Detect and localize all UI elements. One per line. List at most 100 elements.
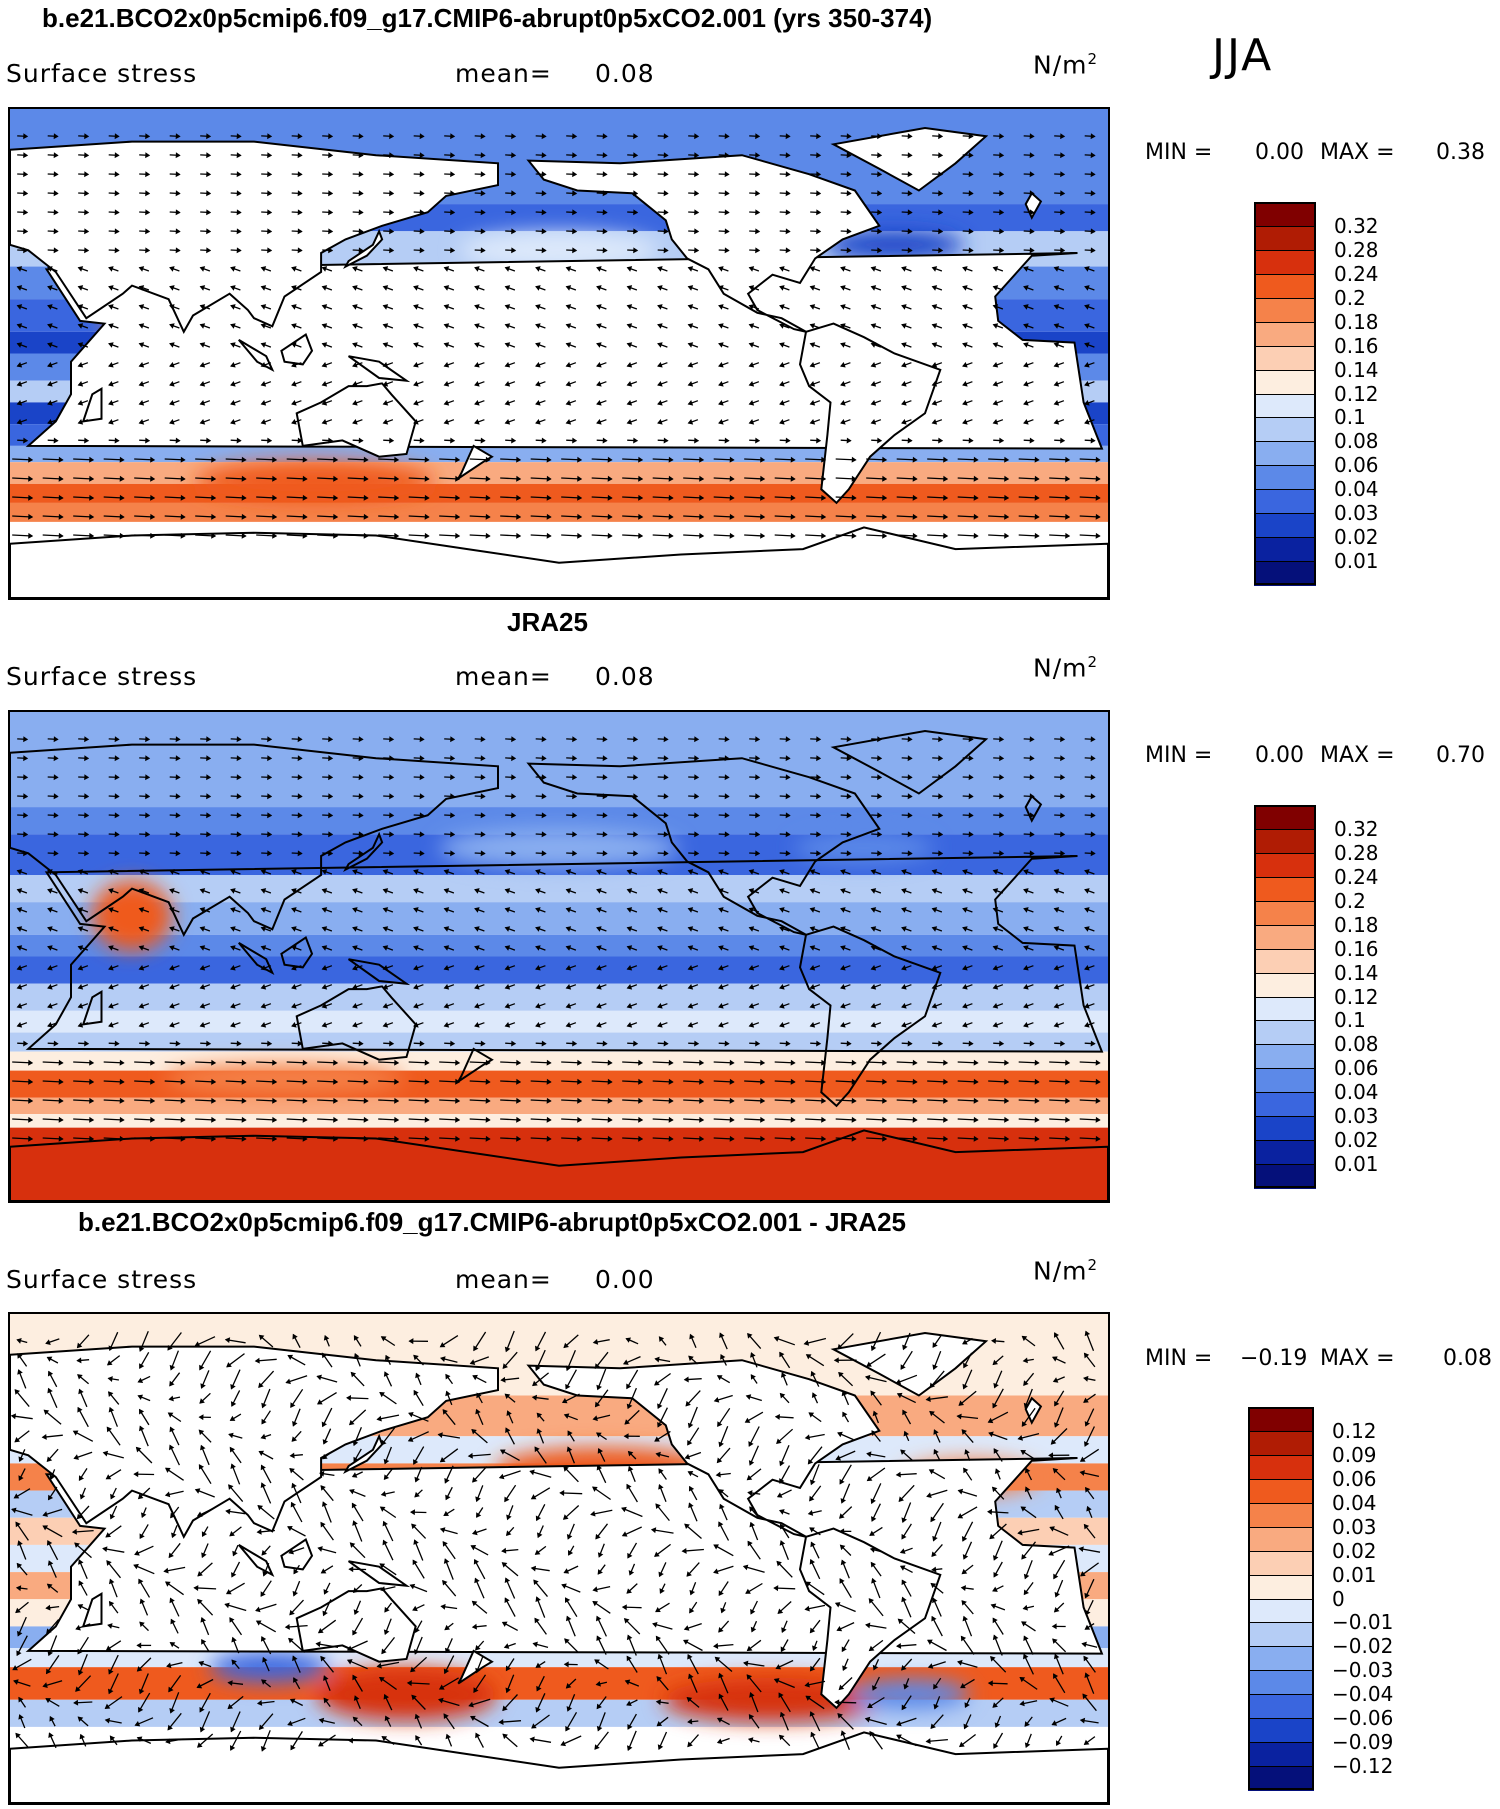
stress-arrow-head xyxy=(502,1363,508,1369)
stress-arrow-head xyxy=(230,907,236,913)
stress-arrow-head xyxy=(166,1662,172,1669)
stress-arrow-head xyxy=(1029,190,1035,197)
stress-arrow-head xyxy=(699,475,705,482)
stress-arrow-head xyxy=(755,850,761,857)
stress-arrow-head xyxy=(993,1743,999,1749)
stress-arrow-head xyxy=(572,437,578,444)
stress-arrow-head xyxy=(657,285,663,291)
stress-arrow-head xyxy=(621,1506,627,1513)
stress-arrow-head xyxy=(668,475,674,482)
stress-arrow-head xyxy=(577,1135,583,1142)
stress-arrow-head xyxy=(419,755,425,762)
stress-arrow-head xyxy=(572,755,578,762)
stress-arrow-head xyxy=(933,1448,939,1455)
stress-arrow-head xyxy=(1029,209,1035,216)
stress-arrow-head xyxy=(1053,399,1060,406)
stress-arrow-head xyxy=(175,190,181,197)
stress-arrow-head xyxy=(291,304,297,310)
stress-arrow-head xyxy=(23,1040,29,1047)
stress-arrow-head xyxy=(47,361,53,368)
stress-arrow-head xyxy=(389,190,395,197)
stress-arrow-head xyxy=(546,1097,552,1104)
stress-arrow-head xyxy=(1090,190,1096,197)
stress-arrow-head xyxy=(718,380,724,387)
stress-arrow-head xyxy=(504,1346,511,1353)
stress-arrow-head xyxy=(211,1078,217,1085)
stress-arrow-head xyxy=(816,812,822,819)
stress-arrow-head xyxy=(839,1528,845,1535)
stress-arrow-head xyxy=(821,494,827,501)
stress-arrow-head xyxy=(236,755,242,762)
coastline xyxy=(280,1537,314,1571)
stress-arrow-head xyxy=(333,494,339,501)
stress-arrow-head xyxy=(748,945,755,951)
stress-arrow-head xyxy=(230,869,236,875)
stress-arrow-head xyxy=(864,1374,871,1381)
stress-arrow-head xyxy=(394,1078,400,1085)
stress-arrow-head xyxy=(567,1430,573,1437)
stress-arrow-head xyxy=(53,774,59,781)
stress-arrow-head xyxy=(382,342,389,348)
stress-arrow-head xyxy=(840,1559,847,1566)
stress-arrow-head xyxy=(748,1441,754,1447)
stress-arrow-head xyxy=(145,812,151,819)
stress-arrow-head xyxy=(780,1372,787,1378)
stress-arrow-head xyxy=(1090,152,1096,159)
stress-arrow-head xyxy=(321,1421,328,1428)
stress-arrow-head xyxy=(302,1097,308,1104)
stress-arrow-head xyxy=(260,926,267,932)
stress-arrow-head xyxy=(302,456,308,463)
stress-arrow-head xyxy=(724,793,730,800)
stress-arrow-head xyxy=(938,152,944,159)
stress-arrow-head xyxy=(744,1417,751,1423)
stress-arrow-head xyxy=(260,342,267,348)
stress-arrow-head xyxy=(785,437,791,444)
stress-arrow-head xyxy=(663,437,669,444)
stress-arrow-head xyxy=(382,266,389,272)
stress-arrow-head xyxy=(755,437,761,444)
stress-arrow-head xyxy=(931,399,938,406)
stress-arrow-head xyxy=(145,133,151,140)
stress-arrow-head xyxy=(77,926,84,932)
stress-arrow-head xyxy=(230,1726,236,1733)
stress-arrow-head xyxy=(236,437,242,444)
stress-arrow-head xyxy=(541,774,547,781)
stress-arrow-head xyxy=(199,1706,205,1713)
stress-arrow-head xyxy=(809,1021,816,1028)
stress-arrow-head xyxy=(999,190,1005,197)
stress-arrow-head xyxy=(28,494,34,501)
stress-arrow-head xyxy=(718,888,724,894)
stress-arrow-head xyxy=(413,1389,419,1396)
stress-arrow-head xyxy=(77,1021,84,1028)
stress-arrow-head xyxy=(596,869,602,875)
stress-arrow-head xyxy=(627,1552,633,1559)
stress-arrow-head xyxy=(1004,475,1010,482)
stress-arrow-head xyxy=(655,1635,661,1642)
stress-arrow-head xyxy=(333,1135,339,1142)
stress-arrow-head xyxy=(358,850,364,857)
stress-arrow-head xyxy=(169,1364,176,1371)
stress-arrow-head xyxy=(655,1699,662,1706)
stress-arrow-head xyxy=(962,1021,968,1028)
stress-arrow-head xyxy=(869,1530,875,1536)
stress-arrow-head xyxy=(199,266,206,272)
stress-arrow-head xyxy=(47,1387,53,1394)
stress-arrow-head xyxy=(261,1550,268,1556)
stress-arrow-head xyxy=(180,1078,186,1085)
stress-arrow-head xyxy=(108,285,114,291)
stress-arrow-head xyxy=(901,907,907,913)
stress-arrow-head xyxy=(724,133,730,140)
stress-arrow-head xyxy=(901,361,907,368)
stress-arrow-head xyxy=(236,228,242,235)
stress-arrow-head xyxy=(321,342,328,348)
stress-arrow-head xyxy=(45,1698,51,1704)
stress-arrow-head xyxy=(180,532,186,539)
stress-arrow-head xyxy=(230,361,236,368)
stress-arrow-head xyxy=(58,1097,64,1104)
stress-arrow-head xyxy=(567,1550,574,1556)
stress-arrow-head xyxy=(882,1059,888,1066)
stress-arrow-head xyxy=(1090,736,1096,743)
stress-arrow-head xyxy=(531,1723,537,1729)
stress-arrow-head xyxy=(384,1606,390,1613)
stress-arrow-head xyxy=(1022,1604,1029,1611)
